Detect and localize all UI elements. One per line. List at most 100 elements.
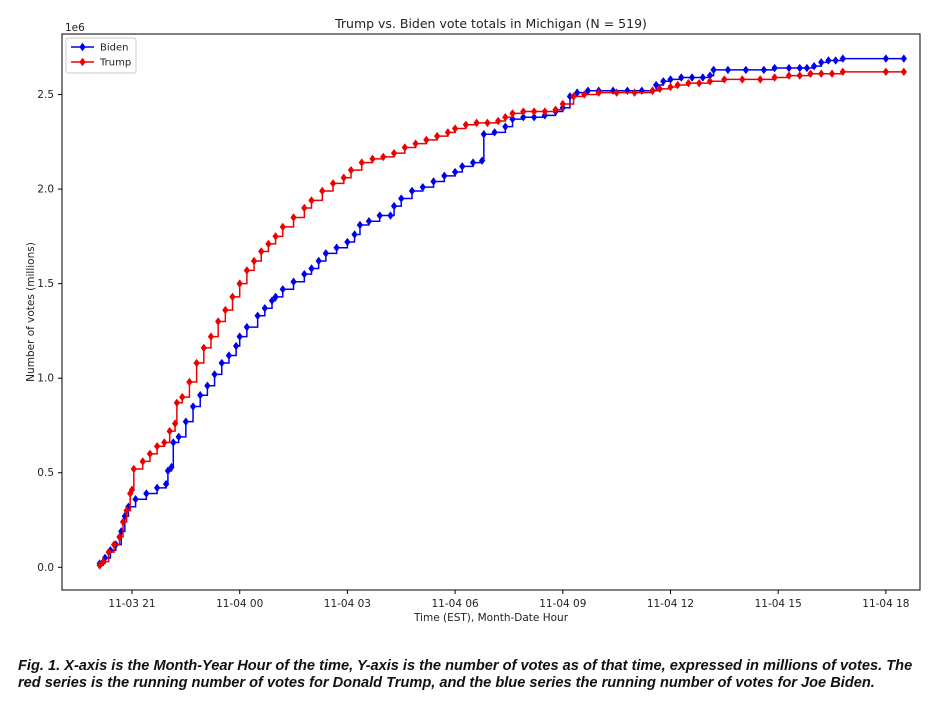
data-point-biden (724, 65, 732, 75)
data-point-trump (462, 120, 470, 129)
data-point-biden (491, 128, 498, 137)
data-point-biden (882, 54, 890, 63)
x-tick-label: 11-03 21 (108, 598, 155, 610)
data-point-trump (96, 561, 103, 570)
legend-marker-trump (79, 57, 86, 67)
legend-label-trump: Trump (99, 58, 131, 69)
y-tick-label: 1.0 (37, 373, 54, 385)
data-point-trump (649, 86, 656, 95)
data-point-trump (173, 398, 181, 407)
data-point-trump (308, 196, 315, 205)
data-point-biden (430, 177, 437, 186)
data-point-biden (170, 438, 177, 447)
data-point-biden (760, 65, 767, 75)
data-point-trump (706, 77, 714, 86)
data-point-trump (559, 99, 566, 109)
x-tick-label: 11-04 03 (324, 598, 371, 610)
data-point-trump (130, 464, 137, 474)
data-point-biden (168, 462, 175, 472)
data-point-biden (408, 186, 416, 196)
data-point-trump (721, 75, 728, 84)
plot-area (61, 33, 921, 591)
data-point-trump (828, 69, 836, 78)
data-point-biden (387, 211, 394, 220)
data-point-trump (119, 517, 127, 527)
data-point-trump (207, 332, 215, 341)
data-point-biden (502, 122, 509, 131)
data-point-trump (570, 92, 577, 101)
data-point-biden (365, 217, 373, 226)
data-point-trump (369, 154, 376, 164)
data-point-biden (390, 201, 398, 211)
data-point-biden (232, 341, 240, 351)
data-point-trump (161, 438, 168, 447)
data-point-trump (193, 358, 200, 368)
y-tick-label: 2.0 (37, 184, 54, 196)
data-point-biden (818, 58, 825, 67)
data-point-trump (520, 107, 527, 116)
data-point-trump (696, 78, 703, 88)
data-point-trump (444, 128, 452, 137)
data-point-biden (204, 381, 211, 390)
data-point-trump (807, 69, 814, 78)
data-point-biden (107, 546, 114, 555)
data-point-trump (685, 78, 692, 88)
x-axis-label: Time (EST), Month-Date Hour (413, 612, 569, 624)
y-offset-label: 1e6 (65, 22, 85, 34)
data-point-trump (667, 82, 674, 92)
data-point-trump (123, 506, 130, 515)
data-point-trump (290, 213, 297, 222)
data-point-trump (222, 305, 229, 315)
data-point-trump (451, 124, 459, 133)
data-point-biden (236, 332, 243, 341)
data-point-trump (839, 67, 846, 77)
data-point-biden (308, 264, 315, 273)
data-point-biden (574, 88, 581, 97)
series-layer (96, 54, 907, 570)
data-point-trump (186, 377, 193, 387)
data-point-trump (656, 84, 663, 94)
series-biden (96, 54, 907, 568)
data-point-trump (279, 222, 286, 232)
data-point-biden (785, 63, 793, 73)
data-point-trump (739, 75, 746, 84)
data-point-biden (225, 351, 233, 360)
data-point-trump (882, 67, 890, 77)
data-point-biden (771, 63, 778, 73)
x-tick-label: 11-04 18 (862, 598, 909, 610)
y-tick-label: 0.5 (37, 467, 54, 479)
data-point-trump (243, 266, 251, 275)
data-point-biden (667, 75, 674, 84)
data-point-trump (434, 131, 441, 141)
data-point-trump (250, 256, 258, 266)
data-point-trump (631, 88, 638, 97)
data-point-trump (272, 232, 279, 241)
data-point-biden (566, 92, 574, 101)
data-point-biden (268, 296, 276, 305)
data-point-biden (189, 402, 197, 411)
data-point-trump (818, 69, 825, 78)
data-point-trump (116, 532, 123, 542)
data-point-trump (796, 71, 803, 80)
data-point-trump (301, 203, 308, 213)
data-point-biden (742, 65, 750, 75)
data-point-biden (153, 483, 161, 493)
data-point-trump (380, 152, 387, 162)
data-point-biden (652, 80, 660, 90)
data-point-trump (502, 113, 509, 122)
y-axis-ticks: 0.0 0.5 1.0 1.5 2.0 2.5 (37, 89, 62, 574)
data-point-trump (105, 547, 112, 557)
data-point-biden (710, 65, 717, 75)
x-tick-label: 11-04 00 (216, 598, 263, 610)
data-point-biden (459, 162, 466, 171)
data-point-biden (351, 230, 358, 239)
data-point-trump (128, 485, 136, 494)
data-point-biden (839, 54, 846, 63)
data-point-trump (581, 90, 588, 99)
data-point-biden (678, 73, 685, 82)
data-point-trump (215, 317, 222, 326)
data-point-biden (333, 243, 340, 252)
data-point-biden (243, 322, 251, 332)
data-point-biden (290, 277, 297, 286)
data-point-trump (146, 449, 154, 459)
